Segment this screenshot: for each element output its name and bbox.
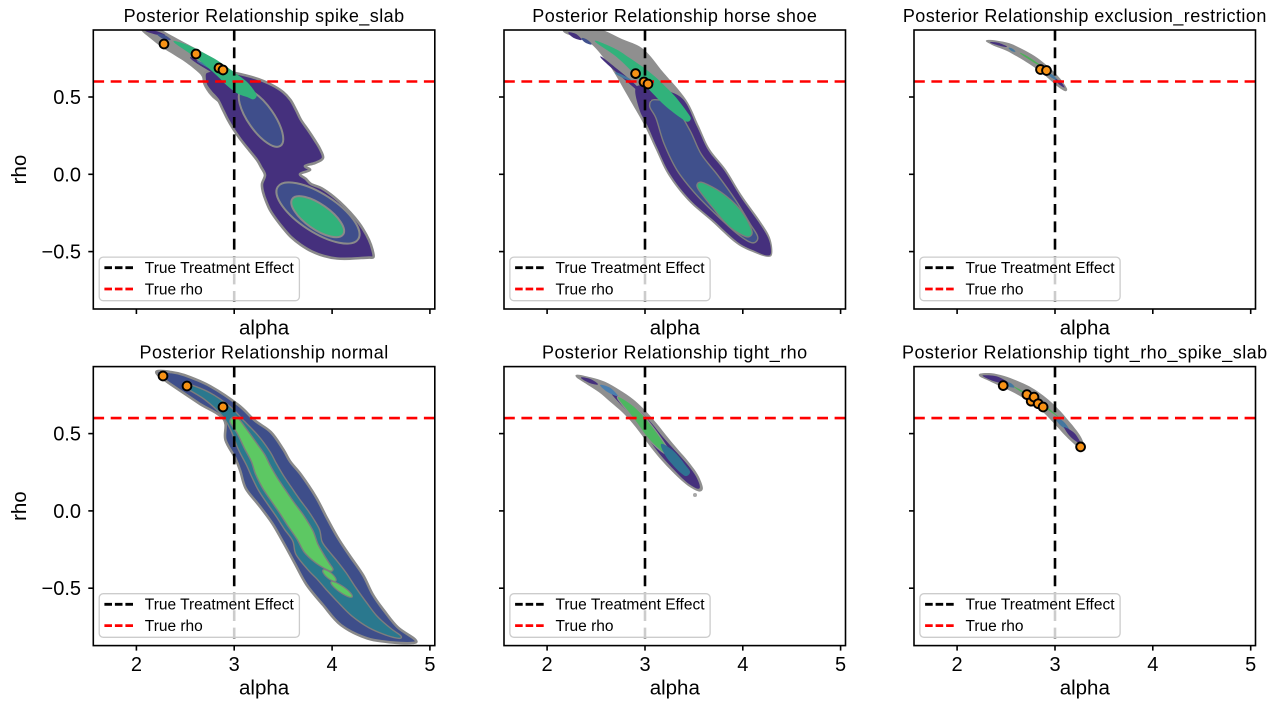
svg-text:2: 2 (952, 654, 963, 676)
svg-text:True rho: True rho (145, 281, 203, 298)
svg-text:4: 4 (1147, 654, 1158, 676)
svg-text:alpha: alpha (650, 676, 701, 699)
svg-text:True rho: True rho (145, 618, 203, 635)
svg-text:0.5: 0.5 (53, 424, 81, 446)
svg-text:True Treatment Effect: True Treatment Effect (556, 260, 706, 277)
svg-text:True rho: True rho (966, 618, 1024, 635)
svg-text:2: 2 (542, 654, 553, 676)
svg-text:alpha: alpha (239, 676, 290, 699)
svg-text:True Treatment Effect: True Treatment Effect (145, 597, 295, 614)
svg-text:5: 5 (424, 654, 435, 676)
svg-text:alpha: alpha (239, 317, 290, 340)
svg-text:Posterior Relationship spike_s: Posterior Relationship spike_slab (124, 6, 405, 27)
svg-text:2: 2 (131, 654, 142, 676)
svg-text:5: 5 (835, 654, 846, 676)
svg-text:alpha: alpha (1060, 317, 1111, 340)
svg-text:3: 3 (639, 654, 650, 676)
svg-text:True rho: True rho (556, 618, 614, 635)
svg-text:True Treatment Effect: True Treatment Effect (966, 260, 1116, 277)
svg-text:rho: rho (8, 155, 31, 185)
svg-text:True Treatment Effect: True Treatment Effect (145, 260, 295, 277)
svg-text:alpha: alpha (650, 317, 701, 340)
svg-text:alpha: alpha (1060, 676, 1111, 699)
svg-text:4: 4 (327, 654, 338, 676)
svg-text:4: 4 (737, 654, 748, 676)
svg-text:Posterior Relationship exclusi: Posterior Relationship exclusion_restric… (903, 6, 1267, 27)
svg-text:0.0: 0.0 (53, 164, 81, 186)
svg-text:3: 3 (229, 654, 240, 676)
svg-text:True Treatment Effect: True Treatment Effect (966, 597, 1116, 614)
svg-text:−0.5: −0.5 (42, 578, 81, 600)
svg-text:True rho: True rho (556, 281, 614, 298)
svg-text:Posterior Relationship tight_r: Posterior Relationship tight_rho (542, 343, 808, 364)
svg-text:5: 5 (1245, 654, 1256, 676)
svg-text:True Treatment Effect: True Treatment Effect (556, 597, 706, 614)
svg-text:−0.5: −0.5 (42, 242, 81, 264)
svg-text:Posterior Relationship tight_r: Posterior Relationship tight_rho_spike_s… (902, 343, 1268, 364)
svg-text:Posterior Relationship normal: Posterior Relationship normal (140, 343, 389, 363)
svg-text:0.5: 0.5 (53, 87, 81, 109)
svg-text:Posterior Relationship horse s: Posterior Relationship horse shoe (532, 6, 817, 26)
svg-text:True rho: True rho (966, 281, 1024, 298)
svg-text:3: 3 (1049, 654, 1060, 676)
svg-text:0.0: 0.0 (53, 501, 81, 523)
svg-text:rho: rho (8, 491, 31, 521)
